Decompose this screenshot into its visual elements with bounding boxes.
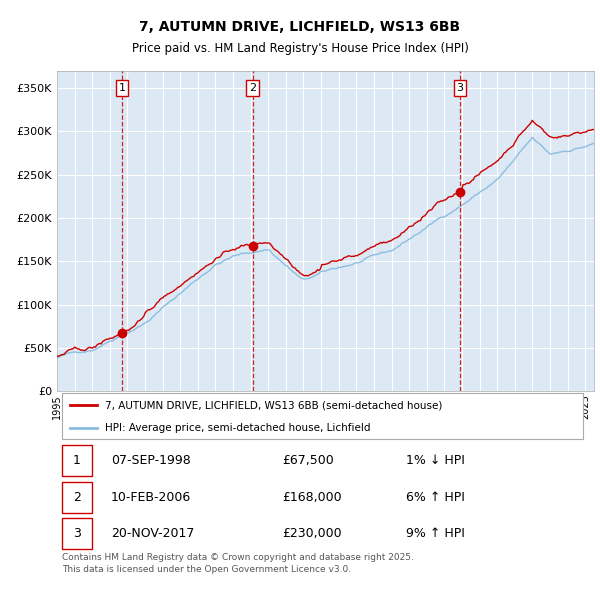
Text: 1: 1 <box>118 83 125 93</box>
Text: 7, AUTUMN DRIVE, LICHFIELD, WS13 6BB (semi-detached house): 7, AUTUMN DRIVE, LICHFIELD, WS13 6BB (se… <box>106 400 443 410</box>
FancyBboxPatch shape <box>62 394 583 438</box>
Text: 07-SEP-1998: 07-SEP-1998 <box>111 454 190 467</box>
Text: 2: 2 <box>73 491 81 504</box>
Text: £230,000: £230,000 <box>283 527 342 540</box>
Text: 20-NOV-2017: 20-NOV-2017 <box>111 527 194 540</box>
Text: Contains HM Land Registry data © Crown copyright and database right 2025.
This d: Contains HM Land Registry data © Crown c… <box>62 553 414 574</box>
Text: 1% ↓ HPI: 1% ↓ HPI <box>406 454 465 467</box>
Text: Price paid vs. HM Land Registry's House Price Index (HPI): Price paid vs. HM Land Registry's House … <box>131 42 469 55</box>
Text: HPI: Average price, semi-detached house, Lichfield: HPI: Average price, semi-detached house,… <box>106 423 371 433</box>
Text: £168,000: £168,000 <box>283 491 342 504</box>
Text: 3: 3 <box>73 527 81 540</box>
Text: 7, AUTUMN DRIVE, LICHFIELD, WS13 6BB: 7, AUTUMN DRIVE, LICHFIELD, WS13 6BB <box>139 19 461 34</box>
Text: 10-FEB-2006: 10-FEB-2006 <box>111 491 191 504</box>
Text: £67,500: £67,500 <box>283 454 334 467</box>
Text: 2: 2 <box>249 83 256 93</box>
FancyBboxPatch shape <box>62 518 92 549</box>
Text: 9% ↑ HPI: 9% ↑ HPI <box>406 527 465 540</box>
Text: 1: 1 <box>73 454 81 467</box>
FancyBboxPatch shape <box>62 445 92 476</box>
Text: 6% ↑ HPI: 6% ↑ HPI <box>406 491 465 504</box>
FancyBboxPatch shape <box>62 481 92 513</box>
Text: 3: 3 <box>457 83 464 93</box>
